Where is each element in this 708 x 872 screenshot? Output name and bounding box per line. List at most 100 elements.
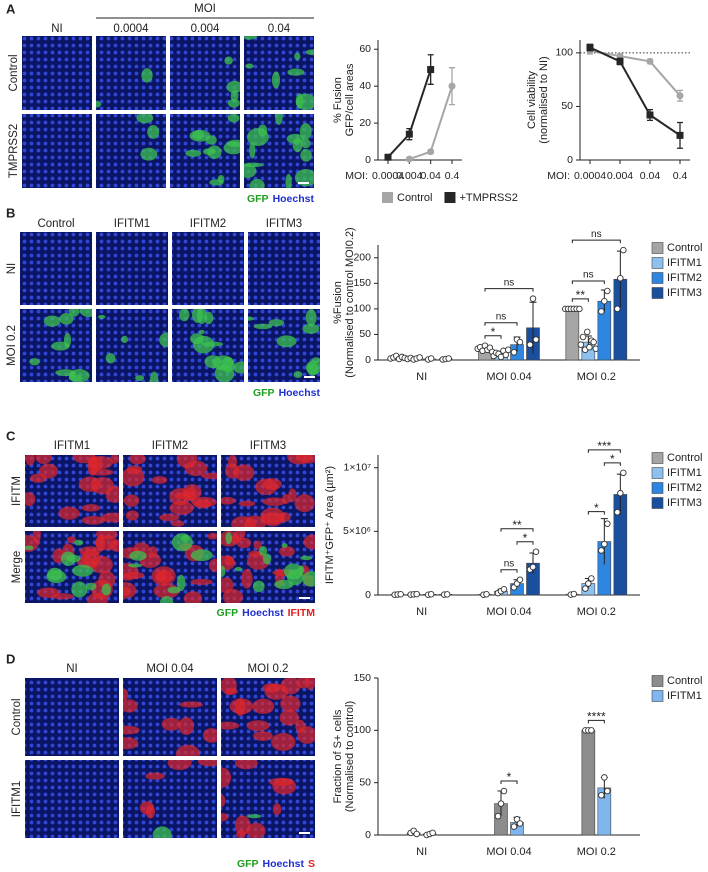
stain-red	[288, 488, 297, 503]
stain-green	[79, 309, 92, 318]
stain-green	[244, 163, 257, 178]
stain-legend-item: GFP	[217, 607, 239, 619]
row-label: Merge	[11, 551, 23, 584]
panel-label: C	[6, 428, 16, 443]
stain-green	[192, 335, 215, 354]
legend-label: Control	[667, 452, 702, 464]
point	[646, 57, 654, 65]
stain-green	[136, 114, 154, 124]
legend-swatch	[651, 675, 664, 687]
stain-green	[85, 582, 97, 591]
series-line	[387, 69, 432, 158]
legend-label: IFITM2	[667, 272, 702, 284]
data-point	[500, 586, 508, 593]
significance-label: ns	[583, 270, 594, 281]
data-point	[586, 343, 593, 351]
data-point	[582, 585, 589, 592]
stain-red	[246, 822, 266, 838]
stain-red	[125, 510, 139, 521]
stain-red	[221, 555, 236, 571]
data-point	[620, 469, 627, 477]
significance-label: ****	[587, 710, 606, 724]
data-point	[502, 351, 510, 359]
stain-red	[123, 571, 145, 580]
stain-red	[35, 455, 52, 465]
data-point	[516, 338, 524, 346]
column-label: NI	[51, 23, 63, 35]
stain-green	[302, 571, 315, 587]
column-label: IFITM2	[190, 218, 226, 230]
stain-red	[231, 516, 256, 527]
stain-red	[123, 582, 137, 599]
stain-green	[71, 581, 88, 598]
stain-red	[29, 473, 47, 483]
stain-green	[190, 549, 213, 562]
stain-red	[221, 812, 229, 822]
stain-green	[98, 314, 106, 319]
micrograph-bg	[123, 760, 217, 838]
legend-label: IFITM1	[667, 690, 702, 702]
stain-green	[245, 63, 254, 69]
micrograph	[123, 760, 217, 838]
stain-green	[300, 555, 313, 561]
micrograph-bg	[22, 114, 92, 188]
data-point	[576, 305, 583, 313]
stain-green	[192, 130, 205, 140]
micrograph	[25, 760, 119, 838]
data-point	[413, 830, 420, 838]
stain-green	[198, 329, 205, 334]
stain-green	[59, 312, 74, 325]
x-tick-label: 0.04	[640, 170, 661, 182]
stain-red	[235, 760, 258, 770]
column-header: MOI	[194, 3, 216, 15]
stain-red	[90, 477, 115, 495]
x-tick-label: 0.4	[445, 170, 460, 182]
stain-red	[221, 721, 240, 730]
stain-green	[226, 80, 240, 93]
stain-green	[227, 98, 240, 108]
data-point	[427, 590, 435, 598]
stain-red	[280, 695, 301, 713]
stain-red	[234, 531, 246, 540]
data-point	[500, 787, 508, 795]
stain-red	[208, 558, 217, 572]
stain-red	[272, 803, 282, 816]
micrograph	[25, 531, 119, 603]
stain-green	[281, 543, 288, 548]
stain-red	[110, 455, 119, 464]
stain-red	[176, 455, 198, 469]
stain-red	[221, 496, 236, 505]
stain-green	[299, 123, 312, 140]
stain-red	[156, 571, 166, 582]
column-label: IFITM2	[152, 440, 188, 452]
data-point	[529, 563, 537, 571]
column-label: IFITM3	[266, 218, 302, 230]
data-point	[416, 354, 423, 361]
stain-green	[302, 323, 320, 334]
stain-red	[207, 532, 217, 540]
data-point	[588, 727, 595, 734]
stain-green	[283, 563, 303, 580]
y-tick-label: 0	[365, 829, 371, 841]
stain-red	[79, 546, 101, 557]
significance-label: *	[507, 770, 512, 784]
stain-red	[305, 678, 315, 691]
column-label: 0.004	[191, 23, 220, 35]
significance-label: ns	[591, 229, 602, 240]
data-point	[601, 297, 608, 305]
legend-swatch	[651, 482, 664, 494]
x-tick-label: NI	[416, 606, 427, 618]
y-tick-label: 100	[353, 724, 371, 736]
stain-green	[247, 128, 269, 147]
x-tick-label: MOI 0.2	[577, 371, 616, 383]
stain-red	[25, 455, 36, 466]
stain-red	[178, 717, 195, 735]
y-tick-label: 50	[359, 776, 371, 788]
micrograph-bg	[248, 232, 320, 305]
y-axis-label: Fraction of S+ cells	[332, 709, 344, 803]
stain-red	[167, 760, 192, 771]
point	[616, 57, 624, 65]
data-point	[604, 287, 611, 295]
data-point	[510, 349, 518, 356]
stain-green	[129, 550, 147, 561]
